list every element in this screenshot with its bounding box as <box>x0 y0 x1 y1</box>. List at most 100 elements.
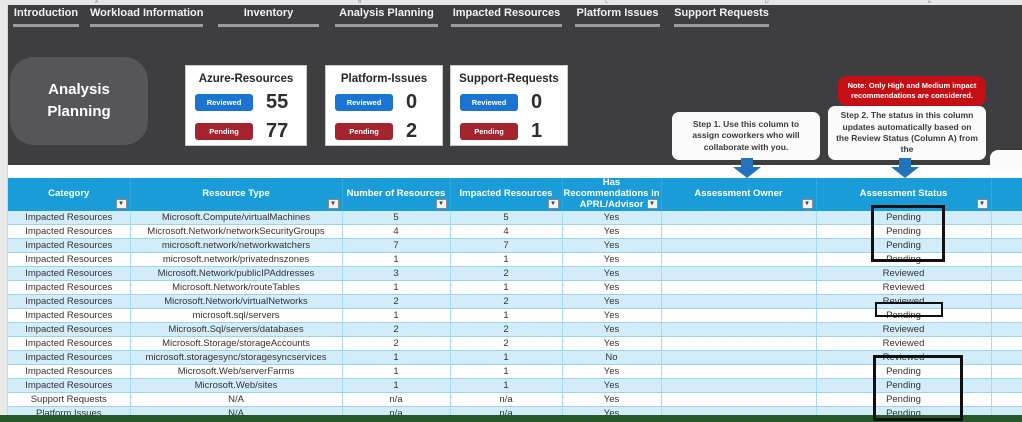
cell-category[interactable]: Impacted Resources <box>8 238 130 253</box>
cell-impacted-resources[interactable]: 2 <box>449 294 562 309</box>
cell-assessment-status[interactable]: Pending <box>815 224 991 239</box>
cell-category[interactable]: Impacted Resources <box>8 378 130 393</box>
cell-impacted-resources[interactable]: 2 <box>449 336 562 351</box>
cell-category[interactable]: Impacted Resources <box>8 266 130 281</box>
cell-resource-type[interactable]: Microsoft.Network/virtualNetworks <box>129 294 342 309</box>
cell-number-of-resources[interactable]: n/a <box>341 392 450 407</box>
cell-number-of-resources[interactable]: 1 <box>341 350 450 365</box>
cell-empty[interactable] <box>990 308 1022 323</box>
cell-has-recommendations[interactable]: No <box>561 350 661 365</box>
cell-has-recommendations[interactable]: Yes <box>561 280 661 295</box>
cell-empty[interactable] <box>990 294 1022 309</box>
cell-category[interactable]: Impacted Resources <box>8 336 130 351</box>
cell-resource-type[interactable]: Microsoft.Compute/virtualMachines <box>129 210 342 225</box>
cell-has-recommendations[interactable]: Yes <box>561 266 661 281</box>
nav-tab-impacted-resources[interactable]: Impacted Resources <box>451 7 562 27</box>
filter-dropdown-icon[interactable]: ▾ <box>976 198 988 209</box>
cell-has-recommendations[interactable]: Yes <box>561 364 661 379</box>
filter-dropdown-icon[interactable]: ▾ <box>115 198 127 209</box>
cell-assessment-status[interactable]: Reviewed <box>815 336 991 351</box>
cell-number-of-resources[interactable]: 4 <box>341 224 450 239</box>
cell-number-of-resources[interactable]: 2 <box>341 322 450 337</box>
cell-impacted-resources[interactable]: 7 <box>449 238 562 253</box>
cell-number-of-resources[interactable]: 3 <box>341 266 450 281</box>
cell-assessment-owner[interactable] <box>660 378 816 393</box>
cell-assessment-owner[interactable] <box>660 210 816 225</box>
cell-resource-type[interactable]: microsoft.sql/servers <box>129 308 342 323</box>
cell-assessment-owner[interactable] <box>660 322 816 337</box>
cell-assessment-status[interactable]: Reviewed <box>815 280 991 295</box>
cell-category[interactable]: Impacted Resources <box>8 350 130 365</box>
nav-tab-support-requests[interactable]: Support Requests <box>674 7 769 27</box>
cell-assessment-status[interactable]: Pending <box>815 378 991 393</box>
cell-category[interactable]: Impacted Resources <box>8 210 130 225</box>
cell-assessment-owner[interactable] <box>660 266 816 281</box>
cell-empty[interactable] <box>990 336 1022 351</box>
cell-assessment-owner[interactable] <box>660 280 816 295</box>
filter-dropdown-icon[interactable]: ▾ <box>801 198 813 209</box>
cell-has-recommendations[interactable]: Yes <box>561 378 661 393</box>
cell-assessment-owner[interactable] <box>660 294 816 309</box>
cell-category[interactable]: Impacted Resources <box>8 364 130 379</box>
cell-empty[interactable] <box>990 252 1022 267</box>
cell-has-recommendations[interactable]: Yes <box>561 224 661 239</box>
filter-dropdown-icon[interactable]: ▾ <box>435 198 447 209</box>
cell-assessment-status[interactable]: Pending <box>815 210 991 225</box>
cell-empty[interactable] <box>990 238 1022 253</box>
cell-impacted-resources[interactable]: 1 <box>449 280 562 295</box>
nav-tab-analysis-planning[interactable]: Analysis Planning <box>335 7 438 27</box>
cell-assessment-owner[interactable] <box>660 238 816 253</box>
cell-impacted-resources[interactable]: 1 <box>449 378 562 393</box>
cell-has-recommendations[interactable]: Yes <box>561 308 661 323</box>
cell-empty[interactable] <box>990 378 1022 393</box>
cell-number-of-resources[interactable]: 1 <box>341 364 450 379</box>
cell-number-of-resources[interactable]: 2 <box>341 336 450 351</box>
cell-has-recommendations[interactable]: Yes <box>561 238 661 253</box>
cell-number-of-resources[interactable]: 1 <box>341 252 450 267</box>
cell-resource-type[interactable]: Microsoft.Network/networkSecurityGroups <box>129 224 342 239</box>
cell-number-of-resources[interactable]: 1 <box>341 308 450 323</box>
cell-impacted-resources[interactable]: 2 <box>449 322 562 337</box>
cell-assessment-owner[interactable] <box>660 308 816 323</box>
cell-category[interactable]: Impacted Resources <box>8 308 130 323</box>
cell-category[interactable]: Support Requests <box>8 392 130 407</box>
cell-empty[interactable] <box>990 280 1022 295</box>
cell-empty[interactable] <box>990 210 1022 225</box>
cell-has-recommendations[interactable]: Yes <box>561 392 661 407</box>
cell-resource-type[interactable]: Microsoft.Web/sites <box>129 378 342 393</box>
cell-resource-type[interactable]: N/A <box>129 392 342 407</box>
cell-resource-type[interactable]: Microsoft.Storage/storageAccounts <box>129 336 342 351</box>
cell-number-of-resources[interactable]: 7 <box>341 238 450 253</box>
cell-impacted-resources[interactable]: 4 <box>449 224 562 239</box>
cell-number-of-resources[interactable]: 1 <box>341 378 450 393</box>
cell-resource-type[interactable]: Microsoft.Sql/servers/databases <box>129 322 342 337</box>
nav-tab-platform-issues[interactable]: Platform Issues <box>575 7 660 27</box>
cell-assessment-status[interactable]: Pending <box>815 238 991 253</box>
cell-assessment-status[interactable]: Reviewed <box>815 322 991 337</box>
filter-dropdown-icon[interactable]: ▾ <box>547 198 559 209</box>
cell-impacted-resources[interactable]: 1 <box>449 350 562 365</box>
cell-impacted-resources[interactable]: 1 <box>449 252 562 267</box>
cell-assessment-owner[interactable] <box>660 336 816 351</box>
cell-impacted-resources[interactable]: n/a <box>449 392 562 407</box>
cell-resource-type[interactable]: Microsoft.Network/publicIPAddresses <box>129 266 342 281</box>
cell-assessment-owner[interactable] <box>660 252 816 267</box>
cell-empty[interactable] <box>990 266 1022 281</box>
filter-dropdown-icon[interactable]: ▾ <box>646 198 658 209</box>
cell-assessment-status[interactable]: Pending <box>815 392 991 407</box>
cell-resource-type[interactable]: microsoft.network/networkwatchers <box>129 238 342 253</box>
cell-impacted-resources[interactable]: 5 <box>449 210 562 225</box>
cell-impacted-resources[interactable]: 2 <box>449 266 562 281</box>
cell-resource-type[interactable]: microsoft.network/privatednszones <box>129 252 342 267</box>
cell-has-recommendations[interactable]: Yes <box>561 210 661 225</box>
cell-empty[interactable] <box>990 322 1022 337</box>
cell-category[interactable]: Impacted Resources <box>8 280 130 295</box>
filter-dropdown-icon[interactable]: ▾ <box>327 198 339 209</box>
cell-category[interactable]: Impacted Resources <box>8 252 130 267</box>
cell-assessment-owner[interactable] <box>660 392 816 407</box>
cell-empty[interactable] <box>990 224 1022 239</box>
cell-assessment-owner[interactable] <box>660 350 816 365</box>
cell-assessment-owner[interactable] <box>660 364 816 379</box>
cell-empty[interactable] <box>990 364 1022 379</box>
nav-tab-introduction[interactable]: Introduction <box>13 7 79 27</box>
